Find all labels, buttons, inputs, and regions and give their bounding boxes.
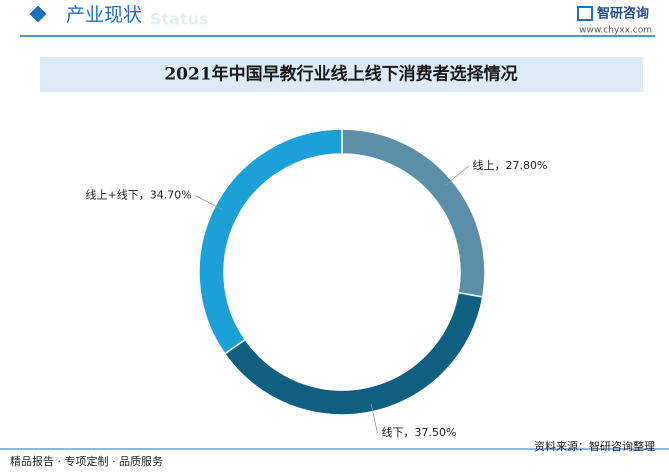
section-title-en: Status [150,10,209,29]
label-value: 27.80% [505,159,547,172]
label-category: 线上+线下 [86,188,139,202]
leader-line [370,403,378,434]
label-value: 34.70% [150,189,192,202]
leader-line [445,165,469,186]
label-category: 线下 [381,425,403,439]
section-title: 产业现状 [66,4,142,26]
label-value: 37.50% [414,426,456,439]
donut-chart: 线上，27.80%线下，37.50%线上+线下，34.70% [86,128,547,439]
data-label: 线上+线下，34.70% [86,188,192,202]
brand-name: 智研咨询 [597,6,649,22]
brand-url: www.chyxx.com [579,26,652,36]
title-band [40,57,643,92]
label-separator: ， [494,159,505,172]
label-separator: ， [139,189,150,202]
footer-services: 精品报告 · 专项定制 · 品质服务 [10,454,163,468]
brand-logo [577,6,593,21]
data-label: 线上，27.80% [472,158,547,172]
label-separator: ， [403,426,414,439]
data-label: 线下，37.50% [381,425,456,439]
chart-title: 2021年中国早教行业线上线下消费者选择情况 [164,64,517,85]
footer-source: 资料来源：智研咨询整理 [534,439,655,453]
donut-slice [198,128,343,355]
leader-line [195,195,223,210]
label-category: 线上 [472,158,494,172]
